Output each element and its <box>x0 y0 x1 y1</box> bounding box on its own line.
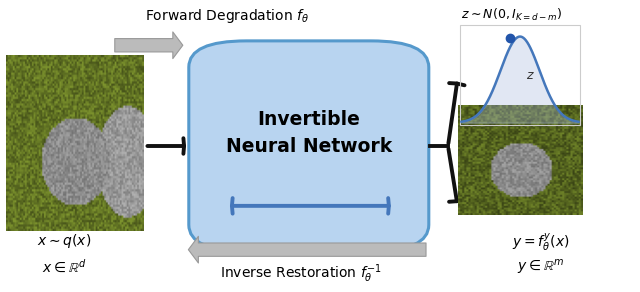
Text: $z$: $z$ <box>526 69 534 82</box>
Text: $y \in \mathbb{R}^m$: $y \in \mathbb{R}^m$ <box>517 258 564 277</box>
FancyBboxPatch shape <box>189 41 429 251</box>
Text: Forward Degradation $f_{\theta}$: Forward Degradation $f_{\theta}$ <box>145 7 309 25</box>
Text: $y = f_{\theta}^{y}(x)$: $y = f_{\theta}^{y}(x)$ <box>512 231 570 253</box>
Text: $x \in \mathbb{R}^d$: $x \in \mathbb{R}^d$ <box>42 259 86 276</box>
Text: $x \sim q(x)$: $x \sim q(x)$ <box>37 232 91 250</box>
Text: Invertible
Neural Network: Invertible Neural Network <box>226 110 392 156</box>
Text: $z \sim N(0, I_{K=d-m})$: $z \sim N(0, I_{K=d-m})$ <box>461 7 563 23</box>
Text: Inverse Restoration $f_{\theta}^{-1}$: Inverse Restoration $f_{\theta}^{-1}$ <box>220 262 381 285</box>
